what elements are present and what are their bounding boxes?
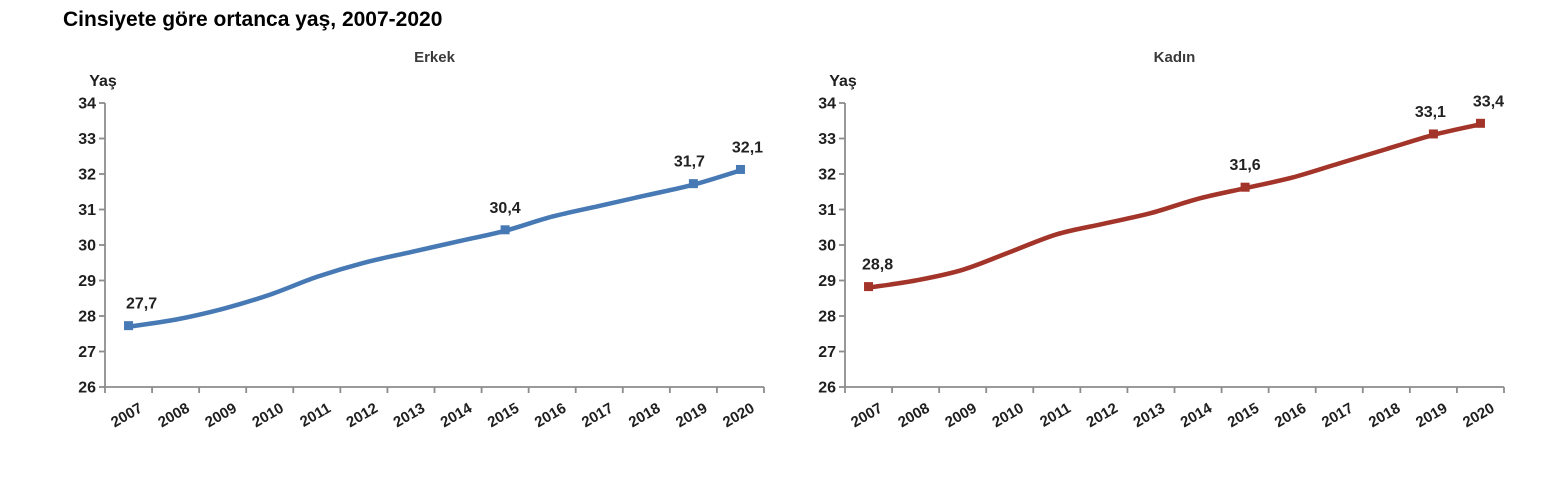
x-tick-label: 2009	[942, 400, 979, 431]
y-tick-label: 32	[818, 167, 836, 184]
x-tick-label: 2017	[579, 400, 616, 431]
y-tick-label: 34	[818, 96, 836, 113]
data-label: 27,7	[126, 296, 157, 313]
chart-panel-erkek: Erkek Yaş 26 27 28 29 30 31 32 33 34 2007 2008 2009 20…	[60, 40, 790, 480]
y-tick-label: 29	[818, 273, 836, 290]
data-label: 30,4	[490, 200, 521, 217]
y-axis-title: Yaş	[829, 73, 857, 90]
y-axis-title: Yaş	[89, 73, 117, 90]
x-tick-label: 2010	[249, 400, 286, 431]
data-label: 31,6	[1230, 157, 1261, 174]
y-tick-label: 33	[78, 131, 96, 148]
y-tick-label: 31	[78, 202, 96, 219]
series-line	[866, 122, 1483, 290]
axes	[99, 102, 765, 393]
y-tick-label: 27	[818, 344, 836, 361]
x-tick-label: 2013	[391, 400, 428, 431]
erkek-line-chart: Erkek Yaş 26 27 28 29 30 31 32 33 34 2007 2008 2009 20…	[78, 49, 765, 431]
x-tick-label: 2011	[1037, 400, 1074, 431]
point-marker	[124, 321, 134, 331]
x-tick-label: 2017	[1319, 400, 1356, 431]
y-tick-label: 32	[78, 167, 96, 184]
x-tick-label: 2014	[438, 399, 476, 431]
y-tick-label: 29	[78, 273, 96, 290]
x-tick-label: 2016	[532, 400, 569, 431]
x-tick-label: 2019	[673, 400, 710, 431]
y-tick-label: 26	[818, 380, 836, 397]
y-tick-label: 26	[78, 380, 96, 397]
x-tick-label: 2012	[1083, 400, 1120, 431]
x-tick-label: 2008	[895, 400, 932, 431]
page-title: Cinsiyete göre ortanca yaş, 2007-2020	[63, 8, 443, 31]
axes	[839, 102, 1505, 393]
y-tick-label: 31	[818, 202, 836, 219]
point-marker	[735, 164, 745, 174]
x-tick-label: 2007	[108, 400, 145, 431]
x-tick-label: 2009	[202, 400, 239, 431]
chart-panel-kadin: Kadın Yaş 26 27 28 29 30 31 32 33 34 2007 2008 2009 20…	[800, 40, 1530, 480]
x-tick-label: 2014	[1178, 399, 1216, 431]
data-label: 28,8	[862, 257, 893, 274]
x-tick-label: 2016	[1272, 400, 1309, 431]
x-tick-label: 2008	[155, 400, 192, 431]
x-tick-label: 2011	[297, 400, 334, 431]
y-tick-label: 27	[78, 344, 96, 361]
point-marker	[1475, 118, 1485, 128]
kadin-line-chart: Kadın Yaş 26 27 28 29 30 31 32 33 34 2007 2008 2009 20…	[818, 49, 1505, 431]
point-marker	[864, 282, 874, 292]
x-tick-label: 2020	[1460, 400, 1497, 431]
y-tick-label: 28	[818, 309, 836, 326]
x-tick-label: 2010	[989, 400, 1026, 431]
y-tick-label: 34	[78, 96, 96, 113]
data-label: 31,7	[674, 154, 705, 171]
chart-title: Erkek	[414, 49, 456, 66]
x-tick-label: 2015	[485, 400, 522, 431]
y-tick-label: 30	[818, 238, 836, 255]
series-line	[126, 168, 743, 329]
data-label: 33,1	[1415, 104, 1446, 121]
y-tick-label: 33	[818, 131, 836, 148]
x-tick-label: 2019	[1413, 400, 1450, 431]
point-marker	[1240, 182, 1250, 192]
data-label: 32,1	[732, 139, 763, 156]
x-tick-label: 2018	[626, 400, 663, 431]
x-tick-label: 2012	[343, 400, 380, 431]
x-tick-label: 2018	[1366, 400, 1403, 431]
point-marker	[1428, 129, 1438, 139]
x-tick-label: 2013	[1131, 400, 1168, 431]
x-tick-label: 2015	[1225, 400, 1262, 431]
x-tick-label: 2007	[848, 400, 885, 431]
chart-title: Kadın	[1154, 49, 1196, 66]
y-tick-label: 28	[78, 309, 96, 326]
y-tick-label: 30	[78, 238, 96, 255]
point-marker	[688, 179, 698, 189]
data-label: 33,4	[1473, 93, 1504, 110]
x-tick-label: 2020	[720, 400, 757, 431]
point-marker	[500, 225, 510, 235]
